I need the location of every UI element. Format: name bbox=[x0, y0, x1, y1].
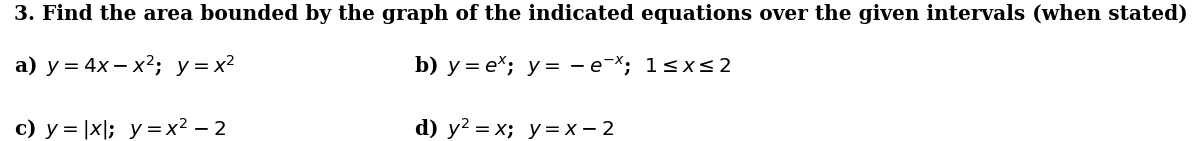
Text: a) $y = 4x-x^2$;  $y = x^2$: a) $y = 4x-x^2$; $y = x^2$ bbox=[14, 54, 235, 80]
Text: c) $y = |x|$;  $y = x^2 - 2$: c) $y = |x|$; $y = x^2 - 2$ bbox=[14, 116, 227, 141]
Text: 3. Find the area bounded by the graph of the indicated equations over the given : 3. Find the area bounded by the graph of… bbox=[14, 4, 1188, 24]
Text: b) $y = e^x$;  $y = -e^{-x}$;  $1 \leq x \leq 2$: b) $y = e^x$; $y = -e^{-x}$; $1 \leq x \… bbox=[414, 54, 732, 78]
Text: d) $y^2 = x$;  $y = x - 2$: d) $y^2 = x$; $y = x - 2$ bbox=[414, 116, 614, 141]
